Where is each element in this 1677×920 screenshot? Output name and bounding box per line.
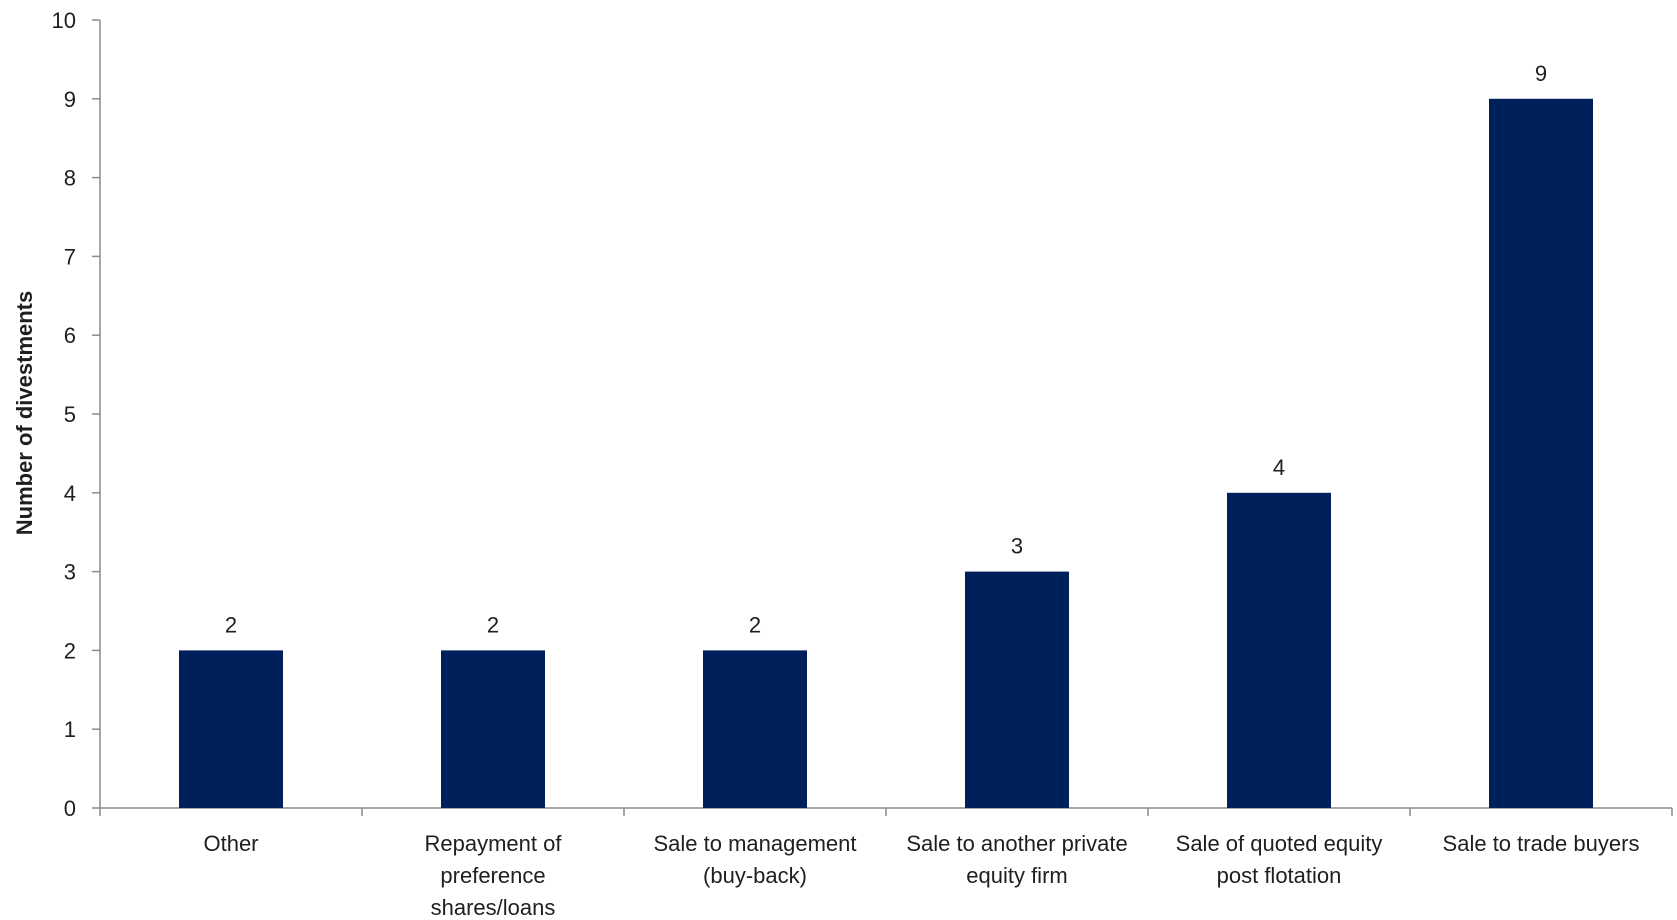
category-label: preference [440,863,545,888]
category-label: shares/loans [431,895,556,920]
category-label: Sale to another private [906,831,1127,856]
y-tick-label: 3 [64,560,76,585]
category-label: equity firm [966,863,1067,888]
y-tick-label: 0 [64,796,76,821]
bar [441,650,545,808]
category-label: (buy-back) [703,863,807,888]
y-tick-label: 1 [64,717,76,742]
data-label: 4 [1273,455,1285,480]
y-tick-label: 4 [64,481,76,506]
data-label: 9 [1535,61,1547,86]
y-tick-label: 5 [64,402,76,427]
data-label: 2 [749,612,761,637]
bar [703,650,807,808]
category-label: Repayment of [425,831,563,856]
category-label: Sale to management [653,831,856,856]
category-labels: Other Repayment of preference shares/loans S… [203,831,1639,920]
y-axis-title-group: Number of divestments [12,291,37,536]
data-labels: 2 2 2 3 4 9 [225,61,1547,638]
x-axis [99,807,1673,816]
data-label: 2 [225,612,237,637]
category-label: Sale of quoted equity [1176,831,1383,856]
data-label: 3 [1011,534,1023,559]
category-label: post flotation [1217,863,1342,888]
bar [1489,98,1593,809]
bar [179,650,283,808]
category-label: Other [203,831,258,856]
data-label: 2 [487,612,499,637]
y-axis-title: Number of divestments [12,291,37,536]
y-tick-label: 2 [64,638,76,663]
y-tick-label: 7 [64,244,76,269]
y-axis: 0 1 2 3 4 5 6 7 8 9 10 [52,8,101,821]
y-tick-label: 8 [64,166,76,191]
bar [965,571,1069,808]
bars [179,98,1593,809]
bar [1227,492,1331,808]
y-tick-label: 10 [52,8,76,33]
y-tick-label: 9 [64,87,76,112]
y-tick-label: 6 [64,323,76,348]
category-label: Sale to trade buyers [1443,831,1640,856]
